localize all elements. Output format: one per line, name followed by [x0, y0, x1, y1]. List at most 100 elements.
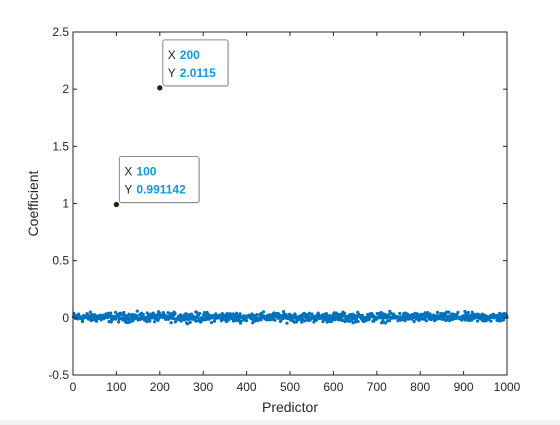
data-point: [127, 312, 131, 316]
datatip-x-value: 200: [180, 48, 200, 62]
data-point: [169, 321, 173, 325]
data-point: [88, 310, 92, 314]
data-point: [351, 321, 355, 325]
data-point: [447, 310, 451, 314]
data-point: [323, 318, 328, 322]
data-point: [424, 319, 428, 323]
highlighted-data-point: [157, 85, 163, 91]
data-point: [255, 313, 259, 317]
data-point: [435, 310, 440, 314]
x-tick-label: 200: [150, 380, 170, 394]
data-point: [86, 312, 90, 316]
data-point: [239, 319, 243, 323]
data-point: [219, 319, 224, 323]
tick-labels: 0 100 200 300 400 500 600 700 800 900 1000-0.500.5…: [48, 25, 520, 394]
data-point: [501, 318, 506, 322]
data-point: [161, 310, 165, 315]
y-tick-label: 0.5: [52, 254, 69, 268]
data-point: [80, 319, 85, 324]
data-point: [179, 313, 183, 317]
data-point: [173, 320, 178, 324]
datatip-y-key: Y: [124, 183, 132, 197]
data-point: [261, 310, 266, 314]
data-point: [184, 312, 188, 316]
data-point: [209, 320, 214, 325]
data-point: [212, 319, 217, 323]
datatip-y-value: 2.0115: [180, 66, 216, 80]
x-axis-label: Predictor: [262, 399, 318, 415]
x-tick-label: 300: [193, 380, 213, 394]
data-point: [89, 318, 93, 323]
data-point: [470, 318, 474, 322]
data-point: [496, 313, 500, 318]
data-point: [173, 311, 177, 316]
y-tick-label: 1.5: [52, 139, 69, 153]
data-point: [201, 318, 205, 322]
data-point: [389, 311, 393, 316]
data-point: [152, 320, 157, 324]
x-tick-label: 1000: [494, 380, 521, 394]
datatip-box: [162, 39, 229, 87]
data-point: [131, 319, 135, 323]
data-point: [157, 311, 161, 315]
datatip: X 200 Y 2.0115: [162, 39, 229, 87]
data-points: [71, 85, 509, 326]
y-tick-label: -0.5: [48, 368, 69, 382]
y-axis-label: Coefficient: [25, 170, 41, 236]
data-point: [148, 319, 152, 323]
data-point: [456, 310, 460, 314]
axes: [72, 31, 508, 376]
data-point: [498, 311, 502, 315]
data-point: [398, 311, 402, 316]
data-point: [383, 321, 388, 325]
data-point: [135, 309, 139, 313]
x-tick-label: 900: [454, 380, 474, 394]
data-point: [314, 318, 319, 322]
x-tick-label: 0: [70, 380, 77, 394]
data-point: [245, 319, 249, 323]
data-point: [90, 313, 94, 317]
datatip-x-key: X: [168, 48, 176, 62]
data-point: [77, 312, 81, 316]
data-point: [273, 318, 277, 322]
data-point: [285, 321, 289, 325]
data-point: [428, 312, 432, 316]
x-tick-label: 600: [323, 380, 343, 394]
x-tick-label: 500: [280, 380, 300, 394]
data-point: [114, 317, 118, 321]
data-point: [185, 322, 190, 326]
data-point: [467, 318, 471, 323]
data-point: [293, 313, 297, 317]
data-point: [109, 311, 113, 315]
data-point: [116, 320, 121, 324]
data-point: [403, 319, 407, 323]
data-point: [412, 319, 416, 324]
data-point: [171, 316, 175, 321]
data-point: [141, 313, 145, 317]
data-point: [238, 312, 242, 316]
x-tick-label: 100: [106, 380, 126, 394]
y-tick-label: 1: [62, 197, 69, 211]
datatips: X 100 Y 0.991142 X 200 Y 2.0115: [118, 39, 229, 204]
datatip-box: [118, 156, 200, 204]
x-tick-label: 700: [367, 380, 387, 394]
highlighted-data-point: [113, 201, 120, 208]
datatip-y-value: 0.991142: [136, 183, 186, 197]
data-point: [466, 310, 470, 315]
data-point: [259, 318, 263, 322]
data-point: [188, 320, 192, 325]
data-point: [353, 320, 358, 324]
data-point: [117, 314, 121, 319]
data-point: [387, 319, 391, 323]
y-tick-label: 0: [62, 311, 69, 325]
y-tick-label: 2: [62, 82, 69, 96]
data-point: [225, 312, 229, 316]
datatip-x-value: 100: [136, 165, 156, 179]
data-point: [317, 312, 321, 317]
data-point: [113, 310, 118, 314]
data-point: [343, 311, 347, 315]
datatip: X 100 Y 0.991142: [118, 156, 200, 204]
data-point: [145, 320, 149, 324]
